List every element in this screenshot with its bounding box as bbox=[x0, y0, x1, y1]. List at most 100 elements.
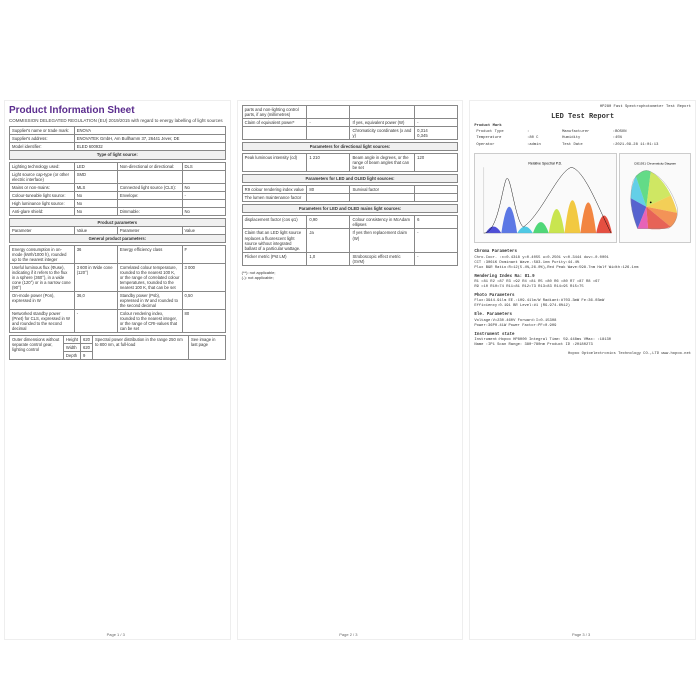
render-header: Rendering Index Ra: 81.9 bbox=[474, 275, 534, 279]
ele-block: Ele. Parameters Voltage:V=230.460V Forwa… bbox=[474, 313, 691, 328]
cell: 6 bbox=[415, 216, 458, 229]
cell: DLS bbox=[182, 162, 225, 170]
render-text: R1 =81 R2 =87 R3 =92 R4 =81 R5 =80 R6 =8… bbox=[474, 280, 691, 290]
meta-cell: Test Date bbox=[560, 142, 611, 149]
cell: - bbox=[182, 191, 225, 199]
cell: Stroboscopic effect metric (SVM) bbox=[350, 252, 415, 265]
cell: Connected light source (CLS): bbox=[117, 183, 182, 191]
depth-value: 9 bbox=[81, 352, 93, 360]
cell: Anti-glare shield: bbox=[10, 207, 75, 215]
cell: Lighting technology used: bbox=[10, 162, 75, 170]
page-footer-1: Page 1 / 3 bbox=[9, 632, 222, 637]
cell: Non-directional or directional: bbox=[117, 162, 182, 170]
value-h1: Value bbox=[74, 226, 117, 234]
cell: 1,0 bbox=[307, 252, 350, 265]
cell: parts and non-lighting control parts, if… bbox=[242, 106, 307, 119]
cell: MLS bbox=[74, 183, 117, 191]
cell: R9 colour rendering index value bbox=[242, 186, 307, 194]
cell: No bbox=[74, 207, 117, 215]
height-value: 620 bbox=[81, 336, 93, 344]
cell: 80 bbox=[307, 186, 350, 194]
cell: - bbox=[307, 119, 350, 127]
supplier-label: Supplier's name or trade mark: bbox=[10, 127, 75, 135]
cell bbox=[307, 127, 350, 140]
address-label: Supplier's address: bbox=[10, 135, 75, 143]
width-value: 620 bbox=[81, 344, 93, 352]
chroma-text: Chro.Coor. :x=0.4318 y=0.4055 u=0.2501 v… bbox=[474, 256, 691, 271]
chart-area: Relative Spectral P.D. CIE1931 Chromatic… bbox=[474, 153, 691, 243]
cell: Correlated colour temperature, rounded t… bbox=[117, 263, 182, 291]
sheet-title: Product Information Sheet bbox=[9, 105, 226, 116]
cell: Dimmable: bbox=[117, 207, 182, 215]
cell bbox=[415, 194, 458, 202]
company: Hopoo Optoelectronics Technology CO.,LTD… bbox=[474, 352, 691, 357]
supplier-value: ENOVA bbox=[74, 127, 225, 135]
prod-params: Product parameters bbox=[10, 218, 226, 226]
gen-params: General product parameters: bbox=[10, 234, 226, 242]
cell: No bbox=[182, 207, 225, 215]
cell: Networked standby power (Pnet) for CLS, … bbox=[10, 310, 75, 333]
mains-header-table: Parameters for LED and OLED mains light … bbox=[242, 204, 459, 213]
dims-label: Outer dimensions without separate contro… bbox=[10, 336, 64, 360]
cell: LED bbox=[74, 162, 117, 170]
cell: 3 000 bbox=[182, 263, 225, 291]
cell: 0,50 bbox=[182, 292, 225, 310]
cell: Useful luminous flux (Φuse), indicating … bbox=[10, 263, 75, 291]
cell: If yes, equivalent power (W) bbox=[350, 119, 415, 127]
cell: Claim of equivalent power* bbox=[242, 119, 307, 127]
regulation-subtitle: COMMISSION DELEGATED REGULATION (EU) 201… bbox=[9, 118, 226, 123]
cell bbox=[242, 127, 307, 140]
address-value: ENOVATEK GmbH, Am Bullhamm 37, 26441 Jev… bbox=[74, 135, 225, 143]
page-3: HP280 Fast Spectrophotometer Test Report… bbox=[469, 100, 696, 640]
page-1: Product Information Sheet COMMISSION DEL… bbox=[4, 100, 231, 640]
cell: No bbox=[74, 199, 117, 207]
cell bbox=[415, 186, 458, 194]
cell: Colour consistency in McAdam ellipses bbox=[350, 216, 415, 229]
cell: No bbox=[182, 183, 225, 191]
cell: Energy efficiency class bbox=[117, 245, 182, 263]
dir-header: Parameters for directional light sources… bbox=[242, 143, 458, 151]
cell bbox=[350, 106, 415, 119]
cell: - bbox=[415, 119, 458, 127]
general-params-table: Energy consumption in on-mode (kWh/1000 … bbox=[9, 245, 226, 333]
cell: On-mode power (Pon), expressed in W bbox=[10, 292, 75, 310]
report-title: LED Test Report bbox=[474, 113, 691, 121]
cell: Colour rendering index, rounded to the n… bbox=[117, 310, 182, 333]
meta-cell: :2021-09-28 11:01:13 bbox=[611, 142, 691, 149]
cell: Claim that an LED light source replaces … bbox=[242, 229, 307, 252]
params-header-table: Product parameters Parameter Value Param… bbox=[9, 218, 226, 243]
led-header-table: Parameters for LED and OLED light source… bbox=[242, 174, 459, 183]
type-header: Type of light source: bbox=[10, 151, 226, 159]
dir-header-table: Parameters for directional light sources… bbox=[242, 142, 459, 151]
cell: The lumen maintenance factor bbox=[242, 194, 307, 202]
spd-value: See image in last page bbox=[189, 336, 226, 360]
cell: Chromaticity coordinates (x and y) bbox=[350, 127, 415, 140]
photo-block: Photo Parameters Flux:3944.91lm EE.:109.… bbox=[474, 294, 691, 309]
cell: No bbox=[74, 191, 117, 199]
cell bbox=[117, 170, 182, 183]
type-table: Lighting technology used:LEDNon-directio… bbox=[9, 162, 226, 216]
spectrum-title: Relative Spectral P.D. bbox=[529, 162, 563, 166]
meta-table: Product Type:Manufacturer:BOSONTemperatu… bbox=[474, 129, 691, 149]
led-table: R9 colour rendering index value80Surviva… bbox=[242, 185, 459, 202]
cell bbox=[182, 199, 225, 207]
mains-header: Parameters for LED and OLED mains light … bbox=[242, 205, 458, 213]
ele-text: Voltage:V=230.460V Forward:I=0.15308 Pow… bbox=[474, 319, 691, 329]
supplier-table: Supplier's name or trade mark:ENOVA Supp… bbox=[9, 126, 226, 159]
cell bbox=[117, 199, 182, 207]
spectrum-chart: Relative Spectral P.D. bbox=[474, 153, 616, 243]
cell: Mains or non-mains: bbox=[10, 183, 75, 191]
cell: High luminance light source: bbox=[10, 199, 75, 207]
chroma-block: Chroma Parameters Chro.Coor. :x=0.4318 y… bbox=[474, 250, 691, 270]
cell: 36 bbox=[74, 245, 117, 263]
p2-top-table: parts and non-lighting control parts, if… bbox=[242, 105, 459, 140]
inst-block: Instrument state Instrument:Hopoo HP8000… bbox=[474, 333, 691, 348]
render-block: Rendering Index Ra: 81.9 R1 =81 R2 =87 R… bbox=[474, 275, 691, 290]
cell: 1 210 bbox=[307, 154, 350, 172]
mains-table: displacement factor (cos φ1)0,90Colour c… bbox=[242, 215, 459, 265]
led-header: Parameters for LED and OLED light source… bbox=[242, 175, 458, 183]
cell: 80 bbox=[182, 310, 225, 333]
chroma-header: Chroma Parameters bbox=[474, 250, 517, 254]
cell: Peak luminous intensity (cd) bbox=[242, 154, 307, 172]
cell: - bbox=[415, 252, 458, 265]
